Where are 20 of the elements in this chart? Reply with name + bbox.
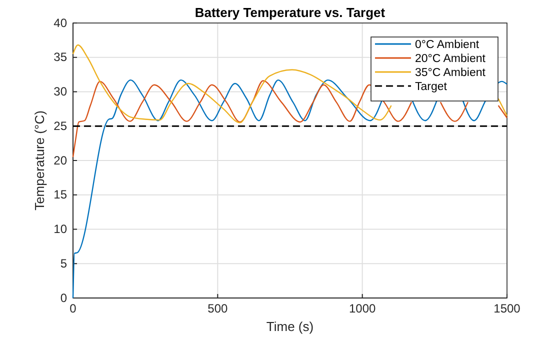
y-tick-label: 30 (54, 84, 68, 99)
y-tick-label: 20 (54, 153, 68, 168)
legend-label: 0°C Ambient (415, 39, 480, 51)
y-tick-label: 0 (60, 290, 68, 305)
x-tick-label: 500 (208, 302, 228, 316)
x-tick-label: 1000 (348, 302, 376, 316)
y-tick-label: 5 (60, 256, 68, 270)
chart-title: Battery Temperature vs. Target (194, 5, 386, 20)
x-tick-label: 0 (70, 302, 77, 316)
y-tick-label: 35 (54, 50, 68, 64)
y-tick-label: 40 (54, 16, 68, 30)
y-axis-title: Temperature (°C) (32, 110, 47, 210)
x-axis-title: Time (s) (266, 319, 314, 334)
legend-label: 35°C Ambient (415, 67, 486, 79)
y-tick-label: 10 (54, 222, 68, 236)
legend-label: Target (415, 81, 448, 93)
x-tick-label: 1500 (494, 302, 521, 316)
y-tick-label: 15 (54, 188, 68, 202)
y-tick-label: 25 (54, 118, 68, 133)
legend-label: 20°C Ambient (415, 53, 486, 65)
